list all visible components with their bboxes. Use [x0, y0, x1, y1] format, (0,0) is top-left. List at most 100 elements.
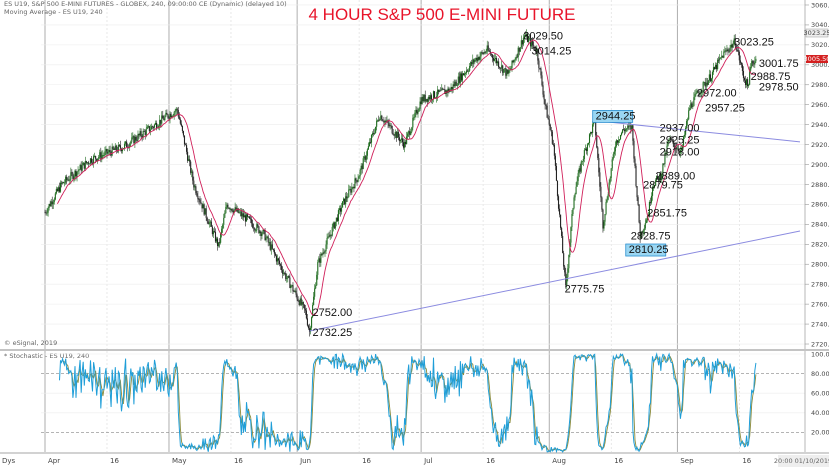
candle-body [58, 187, 61, 192]
candle-body [55, 188, 57, 194]
price-annotation: 2851.75 [647, 208, 687, 220]
candle-body [663, 163, 665, 165]
candle-body [360, 165, 362, 170]
candle-body [129, 143, 131, 148]
candle-body [113, 149, 115, 150]
candle-body [249, 216, 251, 219]
candle-body [273, 249, 275, 254]
candle-body [728, 50, 730, 52]
candle-body [690, 103, 692, 109]
candle-body [242, 213, 244, 218]
candle-body [308, 328, 311, 332]
candle-body [350, 189, 352, 193]
candle-body [572, 208, 574, 214]
stochastic-k-line [59, 352, 757, 454]
candle-body [252, 223, 254, 228]
candle-body [354, 178, 356, 189]
candle-body [303, 304, 305, 309]
candle-body [427, 97, 429, 102]
candle-body [301, 302, 303, 305]
candle-body [463, 73, 466, 76]
candle-body [322, 252, 324, 255]
candle-body [695, 93, 697, 95]
candle-body [281, 265, 283, 271]
candle-body [315, 285, 317, 289]
candle-body [226, 204, 228, 208]
candle-body [387, 120, 389, 124]
candle-body [66, 176, 68, 181]
candle-body [575, 186, 577, 194]
candle-body [513, 60, 515, 63]
candle-body [363, 156, 365, 159]
candle-body [198, 199, 200, 201]
candle-body [510, 67, 512, 70]
candle-body [365, 155, 367, 160]
candle-body [382, 120, 384, 122]
candle-body [740, 62, 742, 65]
stoch-y-tick-label: 20.00 [811, 429, 829, 437]
candle-body [210, 221, 212, 227]
candle-body [138, 134, 140, 136]
time-axis[interactable]: Apr 16 May 16 Jun 16 Jul 16 Aug 16 Sep 16 [48, 457, 752, 465]
candle-body [190, 161, 192, 173]
candle-body [96, 158, 98, 161]
candle-body [71, 172, 73, 174]
candle-body [156, 122, 158, 129]
candle-body [262, 230, 264, 234]
candle-body [49, 203, 51, 207]
candle-body [337, 210, 339, 221]
candle-body [736, 49, 738, 51]
candle-body [142, 130, 144, 138]
candle-body [243, 215, 245, 218]
candle-body [433, 91, 436, 98]
candle-body [151, 126, 154, 128]
candle-body [480, 52, 482, 57]
candle-body [90, 158, 93, 163]
candle-body [651, 186, 654, 196]
candle-body [79, 164, 81, 170]
annotation-box [625, 243, 667, 257]
candle-body [484, 52, 486, 53]
candle-body [561, 227, 563, 237]
candle-body [318, 258, 320, 263]
candle-body [162, 115, 164, 119]
trendline[interactable] [594, 120, 801, 143]
copyright-watermark: © eSignal, 2019 [4, 339, 57, 347]
candle-body [577, 173, 579, 182]
candle-body [289, 277, 291, 289]
trendline[interactable] [309, 230, 801, 332]
candle-body [531, 40, 533, 47]
candle-body [681, 145, 684, 149]
y-tick-label: 2880.00 [811, 181, 829, 189]
candle-body [232, 211, 234, 213]
candle-body [121, 149, 124, 152]
candle-body [204, 208, 206, 215]
price-axis[interactable]: 2720.00 2740.00 2760.00 2780.00 2800.00 2820.… [805, 1, 829, 348]
candle-body [286, 278, 288, 280]
candle-body [678, 151, 680, 153]
candle-body [559, 208, 561, 215]
candle-body [344, 198, 346, 205]
trendlines[interactable] [309, 120, 801, 332]
candle-body [723, 51, 725, 58]
candle-body [508, 70, 510, 74]
candle-body [742, 70, 745, 79]
candle-body [500, 67, 502, 69]
candle-body [52, 201, 54, 205]
candle-body [607, 194, 609, 200]
y-tick-label: 2720.00 [811, 340, 829, 348]
candle-body [119, 145, 121, 149]
candle-body [432, 91, 435, 100]
candle-body [479, 56, 481, 60]
candle-body [261, 233, 263, 236]
stochastic-axis[interactable]: 20.00 40.00 60.00 80.00 100.00 [804, 350, 829, 452]
candle-body [482, 52, 484, 54]
candle-body [264, 230, 266, 241]
candle-body [419, 101, 421, 109]
y-tick-label: 3040.00 [811, 21, 829, 29]
stoch-y-tick-label: 100.00 [811, 350, 829, 358]
candle-body [370, 134, 373, 143]
candle-body [402, 142, 405, 148]
y-tick-label: 2760.00 [811, 300, 829, 308]
